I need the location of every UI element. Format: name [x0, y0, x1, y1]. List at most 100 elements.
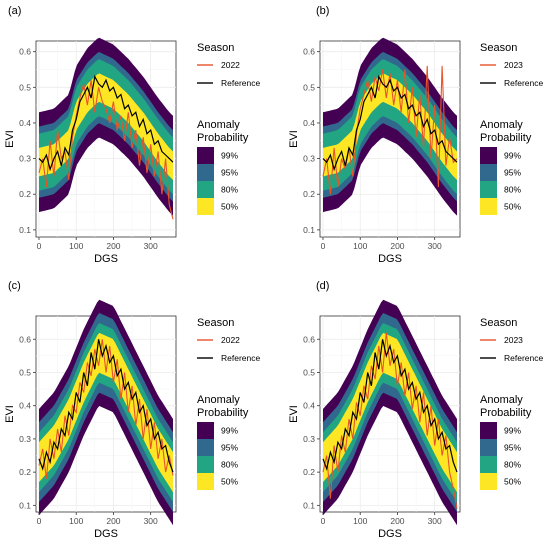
- y-tick-label: 0.6: [303, 47, 315, 57]
- band-99: [323, 37, 457, 216]
- y-tick-label: 0.3: [19, 434, 31, 444]
- y-tick-label: 0.1: [303, 225, 315, 235]
- legend-season-label: Reference: [221, 78, 260, 88]
- y-tick-label: 0.6: [19, 334, 31, 344]
- legend-fill-key: [480, 198, 497, 215]
- legend-prob-label: 99%: [504, 426, 521, 436]
- reference-series-line: [38, 74, 174, 172]
- legend-prob-title-1: Anomaly: [197, 119, 240, 131]
- legend-fill-key: [480, 422, 497, 439]
- x-tick-label: 300: [144, 516, 158, 526]
- legend-prob-label: 50%: [504, 477, 521, 487]
- x-tick-label: 200: [390, 241, 404, 251]
- reference-series-line: [322, 74, 458, 172]
- reference-series-line: [38, 339, 174, 473]
- y-tick-label: 0.2: [303, 189, 315, 199]
- legend-prob-label: 99%: [221, 426, 238, 436]
- x-axis-title: DGS: [378, 253, 402, 265]
- legend-season-title: Season: [480, 317, 517, 329]
- season-series-line: [38, 339, 174, 479]
- x-tick-label: 100: [353, 241, 367, 251]
- reference-series-line: [322, 339, 458, 473]
- y-tick-label: 0.4: [303, 401, 315, 411]
- legend-prob-title-2: Probability: [480, 132, 532, 144]
- y-axis-title: EVI: [4, 405, 16, 423]
- legend-prob-label: 95%: [221, 168, 238, 178]
- y-tick-label: 0.6: [303, 334, 315, 344]
- legend-prob-title-1: Anomaly: [480, 394, 523, 406]
- probability-bands: [39, 37, 173, 216]
- legend-season-label: 2022: [221, 60, 240, 70]
- legend-season-label: 2022: [221, 335, 240, 345]
- legend-fill-key: [480, 164, 497, 181]
- legend-fill-key: [480, 439, 497, 456]
- y-tick-label: 0.1: [19, 225, 31, 235]
- season-series-line: [322, 65, 458, 195]
- y-axis-title: EVI: [4, 130, 16, 148]
- y-tick-label: 0.3: [303, 434, 315, 444]
- legend-prob-label: 80%: [221, 460, 238, 470]
- legend-fill-key: [480, 147, 497, 164]
- legend-prob-label: 99%: [221, 151, 238, 161]
- legend-season-title: Season: [197, 42, 234, 54]
- y-tick-label: 0.3: [19, 154, 31, 164]
- legend-fill-key: [197, 456, 214, 473]
- legend-season-label: Reference: [504, 78, 543, 88]
- x-tick-label: 200: [106, 516, 120, 526]
- legend-fill-key: [197, 198, 214, 215]
- x-tick-label: 100: [69, 241, 83, 251]
- band-50: [39, 73, 173, 180]
- band-95: [39, 52, 173, 202]
- x-tick-label: 300: [428, 516, 442, 526]
- panel-a: 0.1 0.2 0.3 0.4 0.5 0.6 0 100 200 300 DGS EVI (a) Sea…: [4, 5, 260, 265]
- probability-bands: [323, 37, 457, 216]
- panel-tag: (a): [8, 5, 21, 17]
- x-tick-label: 0: [37, 516, 42, 526]
- legend-prob-label: 95%: [221, 443, 238, 453]
- legend-fill-key: [197, 181, 214, 198]
- y-tick-label: 0.5: [303, 367, 315, 377]
- x-tick-label: 200: [106, 241, 120, 251]
- panel-tag: (b): [316, 5, 329, 17]
- legend-prob-title-2: Probability: [197, 132, 249, 144]
- y-axis-title: EVI: [288, 405, 300, 423]
- x-tick-label: 0: [321, 241, 326, 251]
- y-tick-label: 0.5: [19, 367, 31, 377]
- y-tick-label: 0.1: [19, 500, 31, 510]
- legend-fill-key: [480, 456, 497, 473]
- x-axis-title: DGS: [378, 528, 402, 540]
- y-axis-title: EVI: [288, 130, 300, 148]
- legend-season-label: Reference: [221, 353, 260, 363]
- x-tick-label: 0: [37, 241, 42, 251]
- y-tick-label: 0.4: [303, 118, 315, 128]
- legend-prob-title-2: Probability: [480, 407, 532, 419]
- x-tick-label: 300: [144, 241, 158, 251]
- legend-prob-label: 80%: [504, 185, 521, 195]
- legend-fill-key: [480, 181, 497, 198]
- legend-prob-label: 99%: [504, 151, 521, 161]
- y-tick-label: 0.2: [19, 189, 31, 199]
- panel-b: 0.1 0.2 0.3 0.4 0.5 0.6 0 100 200 300 DGS EVI (b) Sea…: [288, 5, 543, 265]
- legend-season-label: 2023: [504, 60, 523, 70]
- band-99: [39, 37, 173, 216]
- legend-season-label: 2023: [504, 335, 523, 345]
- legend-prob-label: 95%: [504, 168, 521, 178]
- legend-fill-key: [197, 164, 214, 181]
- legend-season-label: Reference: [504, 353, 543, 363]
- legend-prob-title-1: Anomaly: [480, 119, 523, 131]
- x-tick-label: 100: [69, 516, 83, 526]
- panel-tag: (c): [8, 280, 21, 292]
- legend-fill-key: [197, 147, 214, 164]
- x-tick-label: 300: [428, 241, 442, 251]
- y-tick-label: 0.4: [19, 118, 31, 128]
- legend-prob-label: 95%: [504, 443, 521, 453]
- legend-prob-label: 50%: [221, 202, 238, 212]
- legend-fill-key: [197, 439, 214, 456]
- legend-prob-label: 80%: [504, 460, 521, 470]
- y-tick-label: 0.6: [19, 47, 31, 57]
- legend-prob-title-1: Anomaly: [197, 394, 240, 406]
